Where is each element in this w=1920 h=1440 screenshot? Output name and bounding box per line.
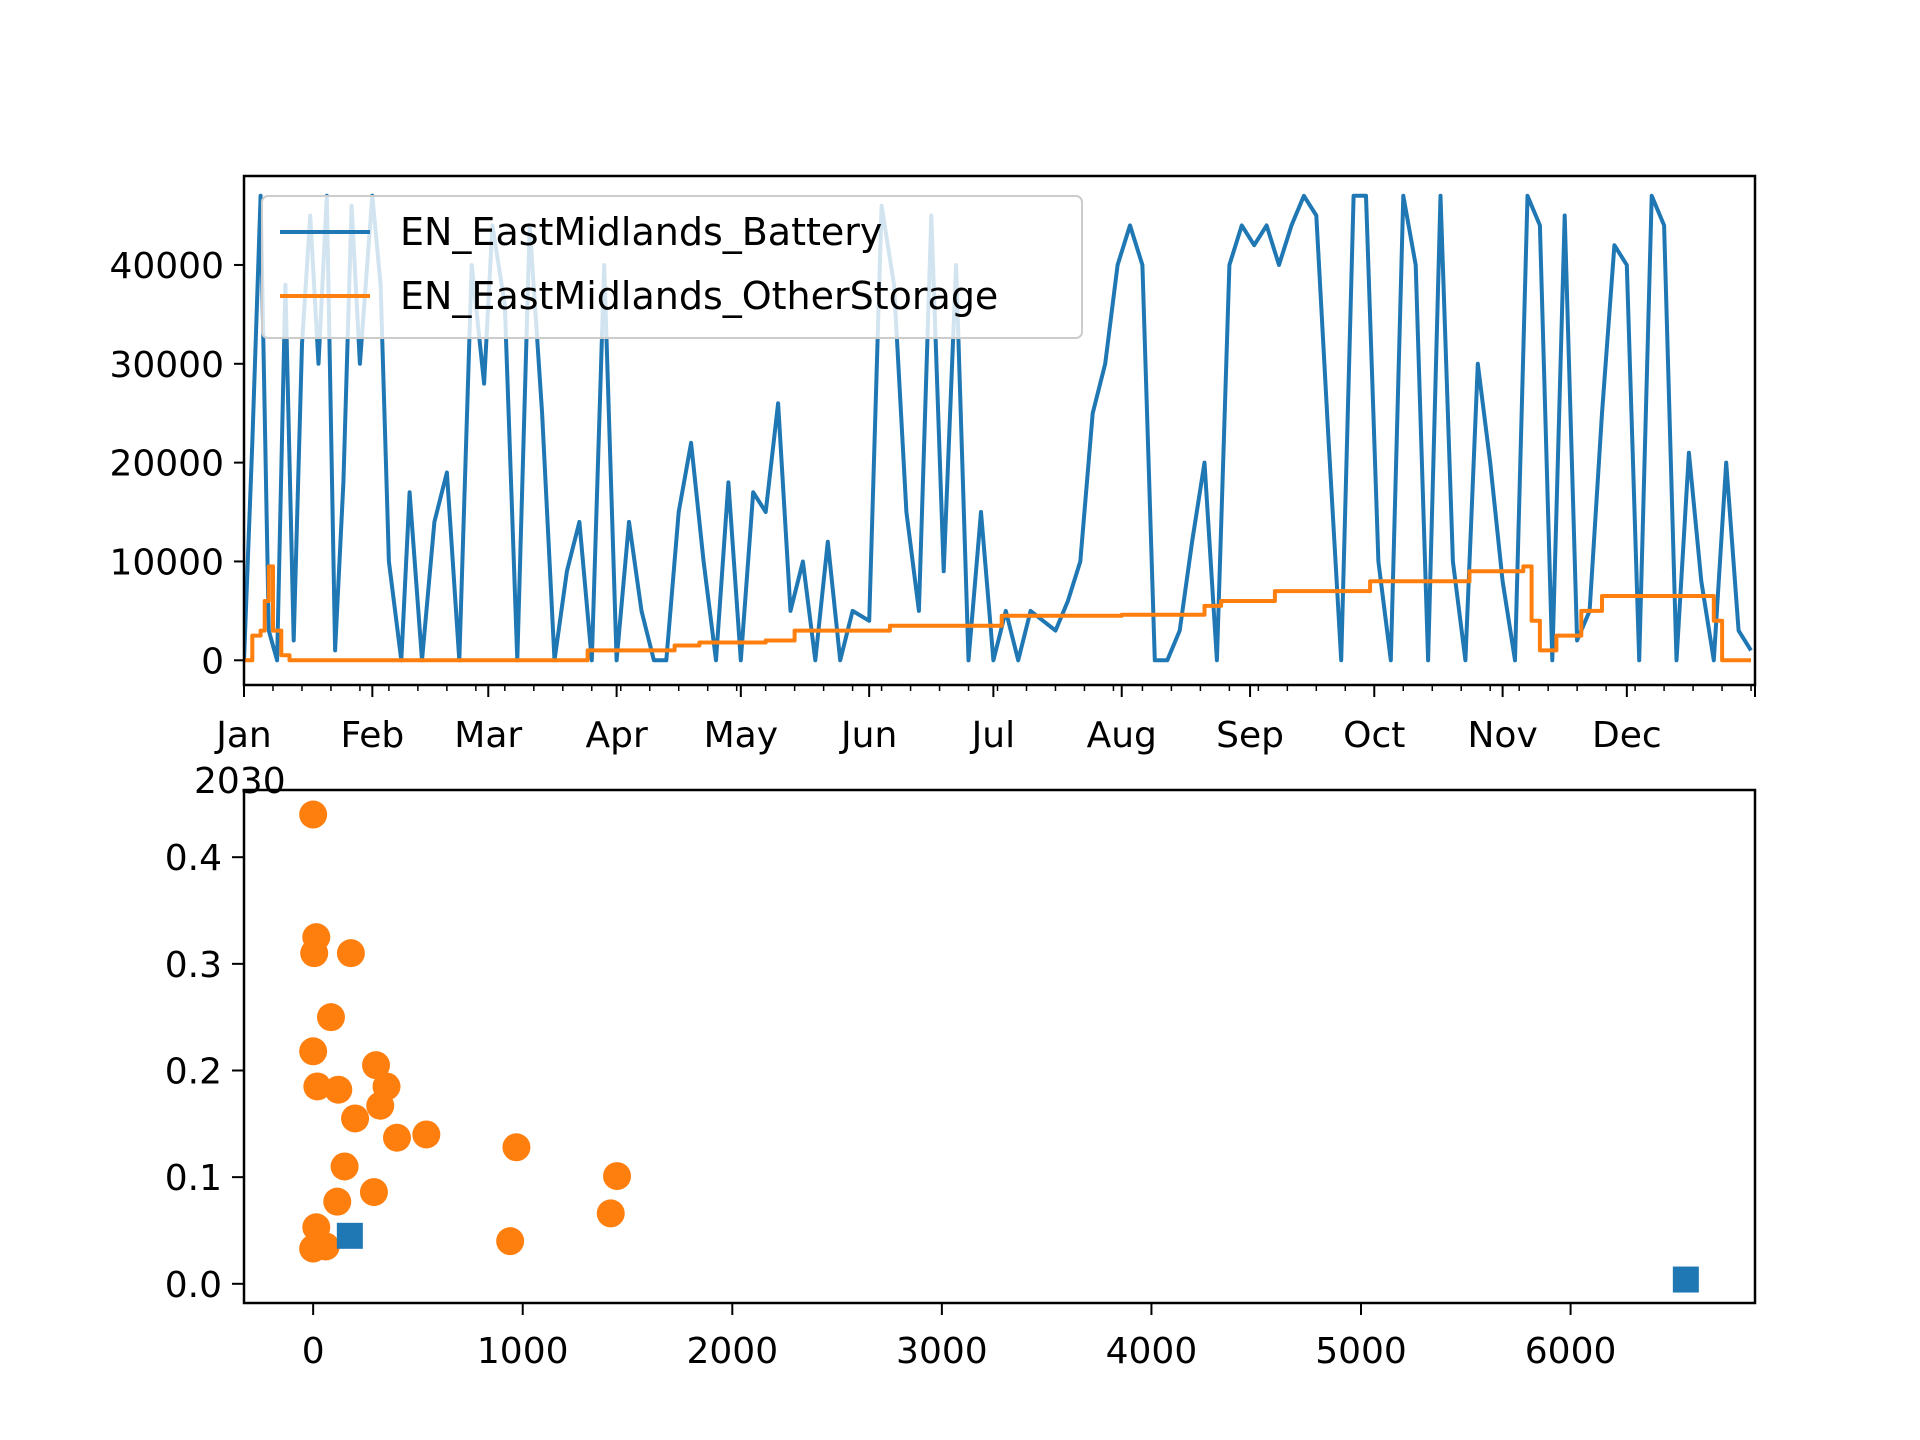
x-tick-label: Nov	[1467, 715, 1537, 756]
scatter-point-square	[336, 1222, 363, 1249]
x-tick-label: Oct	[1343, 715, 1405, 756]
scatter-point-circle	[496, 1227, 525, 1256]
x-tick-label: 0	[302, 1331, 325, 1372]
x-tick-label: 6000	[1525, 1331, 1617, 1372]
scatter-point-circle	[596, 1199, 625, 1228]
x-tick-label: Aug	[1087, 715, 1157, 756]
scatter-point-circle	[299, 1037, 328, 1066]
scatter-plot-area	[299, 800, 1699, 1293]
x-tick-label: 1000	[477, 1331, 569, 1372]
scatter-point-circle	[324, 1075, 353, 1104]
x-tick-label: 3000	[896, 1331, 988, 1372]
time-series-axes-frame	[242, 174, 1757, 687]
y-tick-label: 10000	[109, 542, 224, 583]
legend: EN_EastMidlands_Battery EN_EastMidlands_…	[261, 195, 1083, 339]
legend-box	[261, 195, 1083, 339]
series-line-other-storage	[244, 564, 1751, 663]
scatter-point-square	[1672, 1266, 1699, 1293]
time-series-ticks: 0 10000 20000 30000 40000 Jan Feb Mar Apr May Jun J…	[109, 246, 1756, 756]
time-series-chart: 0 10000 20000 30000 40000 Jan Feb Mar Apr May Jun J…	[109, 174, 1757, 802]
x-axis-year-label: 2030	[194, 761, 286, 802]
scatter-point-circle	[603, 1162, 632, 1191]
x-tick-label: 2000	[686, 1331, 778, 1372]
scatter-point-circle	[412, 1120, 441, 1149]
x-tick-label: Apr	[585, 715, 647, 756]
y-tick-label: 0.3	[165, 945, 222, 986]
x-tick-label: Jul	[970, 715, 1015, 756]
x-tick-label: Sep	[1216, 715, 1284, 756]
scatter-point-circle	[316, 1003, 345, 1032]
y-tick-label: 20000	[109, 444, 224, 485]
x-tick-label: Jan	[214, 715, 272, 756]
series-line-battery	[244, 193, 1753, 663]
x-tick-label: 5000	[1315, 1331, 1407, 1372]
scatter-point-circle	[359, 1178, 388, 1207]
scatter-point-circle	[366, 1091, 395, 1120]
scatter-axes-frame	[242, 788, 1757, 1305]
y-tick-label: 0.1	[165, 1158, 222, 1199]
y-tick-label: 0	[201, 641, 224, 682]
y-tick-label: 40000	[109, 246, 224, 287]
scatter-point-circle	[341, 1104, 370, 1133]
y-tick-label: 0.2	[165, 1051, 222, 1092]
scatter-point-circle	[323, 1187, 352, 1216]
scatter-ticks: 0 1000 2000 3000 4000 5000 6000 0.0 0.1 0.2 0.3 0.4	[165, 838, 1617, 1372]
y-tick-label: 0.0	[165, 1265, 222, 1306]
scatter-point-circle	[299, 800, 328, 829]
scatter-point-circle	[300, 939, 329, 968]
scatter-point-circle	[382, 1123, 411, 1152]
x-tick-label: Dec	[1592, 715, 1662, 756]
scatter-point-circle	[502, 1133, 531, 1162]
y-tick-label: 30000	[109, 345, 224, 386]
x-tick-label: Mar	[454, 715, 522, 756]
x-tick-label: Feb	[340, 715, 404, 756]
scatter-point-circle	[303, 1072, 332, 1101]
time-series-plot-area	[244, 193, 1753, 663]
legend-label-other-storage: EN_EastMidlands_OtherStorage	[400, 274, 998, 318]
x-tick-label: 4000	[1106, 1331, 1198, 1372]
x-tick-label: Jun	[839, 715, 897, 756]
scatter-chart: 0 1000 2000 3000 4000 5000 6000 0.0 0.1 0.2 0.3 0.4	[165, 788, 1757, 1372]
y-tick-label: 0.4	[165, 838, 222, 879]
scatter-point-circle	[299, 1234, 328, 1263]
scatter-point-circle	[362, 1051, 391, 1080]
scatter-point-circle	[336, 939, 365, 968]
x-tick-label: May	[704, 715, 778, 756]
scatter-point-circle	[330, 1152, 359, 1181]
legend-label-battery: EN_EastMidlands_Battery	[400, 210, 882, 254]
